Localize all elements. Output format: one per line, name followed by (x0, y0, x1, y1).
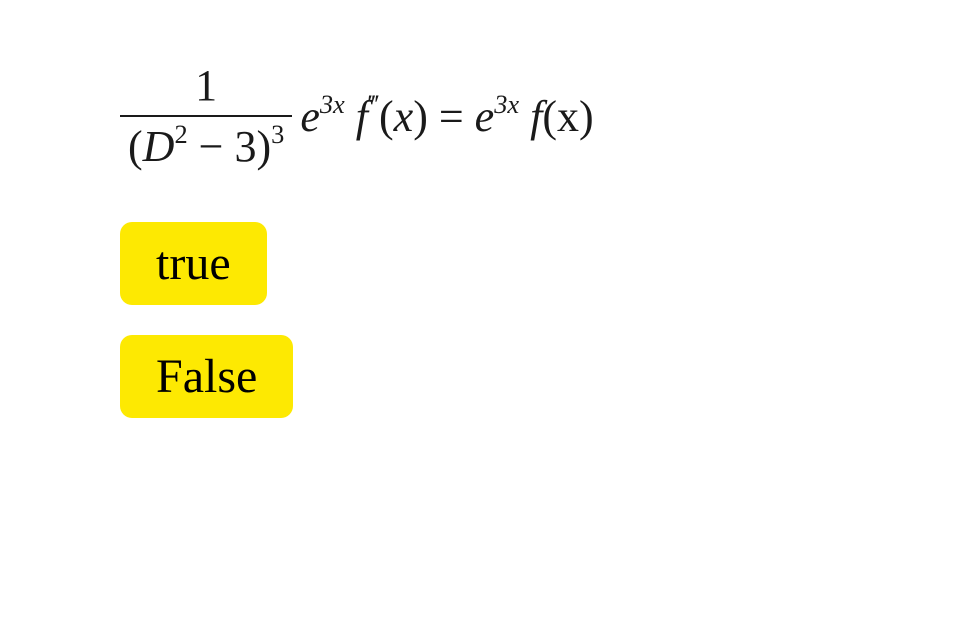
f-2: f (530, 92, 542, 141)
options-container: true False (120, 222, 900, 418)
equation: 1 (D2 − 3)3 e3x f‴(x) = e3x f(x) (120, 60, 900, 172)
close-eq: ) = (413, 92, 474, 141)
x-1: x (394, 92, 414, 141)
tail: (x) (542, 92, 593, 141)
e-2: e (475, 92, 495, 141)
exp-3x-1: 3x (320, 89, 345, 119)
denominator: (D2 − 3)3 (120, 117, 292, 172)
denom-outer-exp: 3 (271, 119, 284, 149)
triple-prime: ‴ (368, 89, 379, 119)
fraction: 1 (D2 − 3)3 (120, 60, 292, 172)
exp-3x-2: 3x (494, 89, 519, 119)
true-button[interactable]: true (120, 222, 267, 305)
open-paren: ( (128, 122, 143, 171)
f-1: f (356, 92, 368, 141)
denom-d: D (143, 122, 175, 171)
false-button[interactable]: False (120, 335, 293, 418)
numerator: 1 (187, 60, 225, 115)
equation-rhs: e3x f‴(x) = e3x f(x) (300, 91, 593, 142)
denom-d-exp: 2 (174, 119, 187, 149)
e-1: e (300, 92, 320, 141)
open-x-1: ( (379, 92, 394, 141)
denom-minus3: − 3) (188, 122, 271, 171)
